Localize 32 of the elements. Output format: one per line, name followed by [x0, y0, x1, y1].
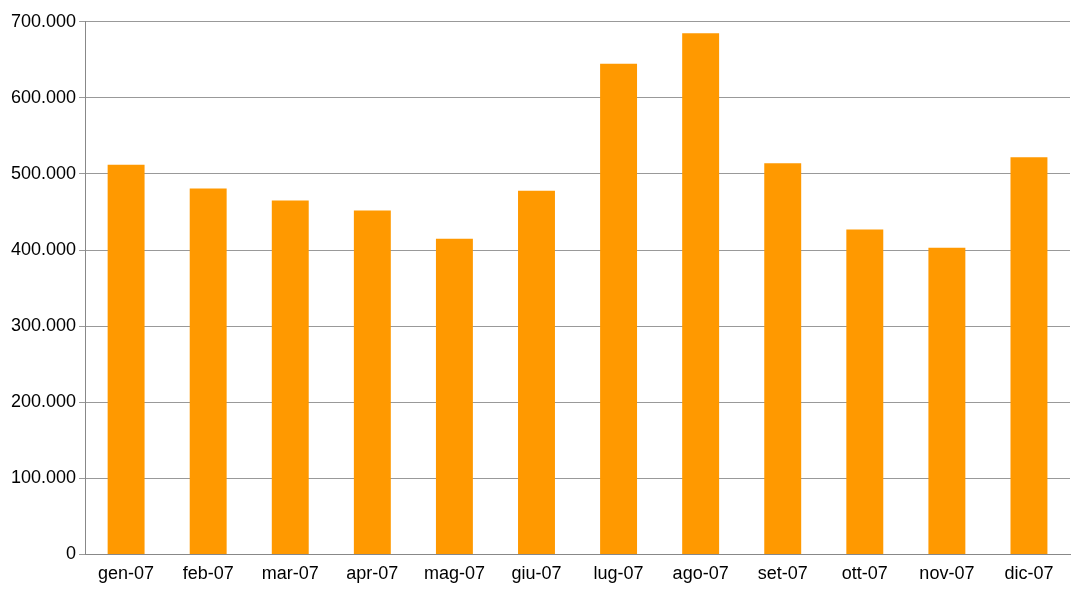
y-tick-label: 600.000: [10, 86, 77, 107]
y-tick-label: 200.000: [10, 391, 77, 412]
bar: [189, 188, 227, 554]
bar: [928, 247, 966, 554]
x-tick-label: lug-07: [593, 563, 644, 584]
x-tick-label: nov-07: [919, 563, 975, 584]
x-tick-label: set-07: [757, 563, 808, 584]
y-tick-label: 700.000: [10, 10, 77, 31]
x-tick-label: apr-07: [346, 563, 399, 584]
bar: [107, 164, 145, 554]
bar: [1010, 157, 1048, 554]
x-tick-label: mar-07: [261, 563, 319, 584]
x-tick-label: feb-07: [182, 563, 234, 584]
bar: [682, 33, 720, 554]
y-tick-label: 500.000: [10, 162, 77, 183]
bar: [271, 200, 309, 554]
x-tick-label: dic-07: [1004, 563, 1054, 584]
bar: [518, 190, 555, 554]
x-tick-label: ott-07: [841, 563, 888, 584]
x-tick-label: gen-07: [98, 563, 155, 584]
y-tick-label: 100.000: [10, 467, 77, 488]
y-tick-label: 400.000: [10, 239, 77, 260]
bar: [846, 229, 884, 554]
x-tick-label: mag-07: [423, 563, 485, 584]
bar: [600, 63, 638, 554]
bar: [764, 163, 802, 554]
y-tick-label: 0: [66, 543, 77, 564]
x-tick-label: giu-07: [511, 563, 562, 584]
bar: [353, 210, 391, 554]
y-tick-label: 300.000: [10, 315, 77, 336]
bar: [435, 238, 473, 554]
x-tick-label: ago-07: [672, 563, 729, 584]
